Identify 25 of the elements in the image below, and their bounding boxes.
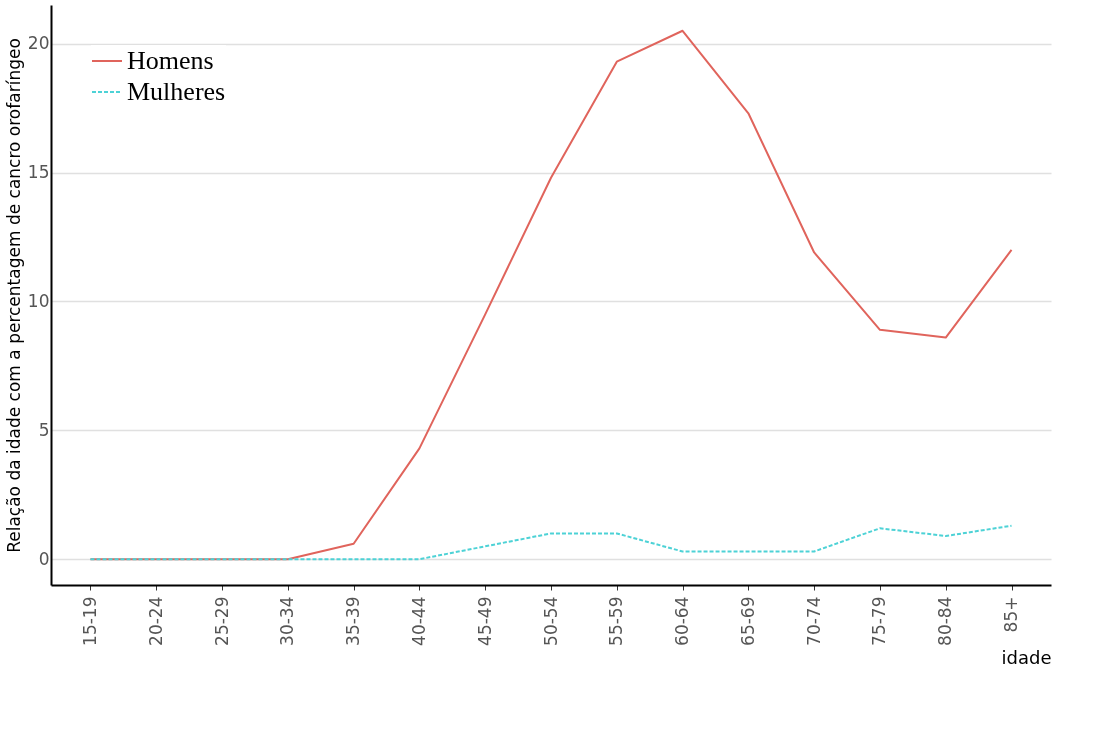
legend-label: Mulheres [127,77,226,106]
y-axis-title: Relação da idade com a percentagem de cancro orofaríngeo [3,38,24,553]
x-tick-label: 50-54 [540,596,561,646]
x-tick-label: 15-19 [79,596,100,646]
x-tick-label: 85+ [1001,596,1022,633]
x-axis-title: idade [1001,646,1052,668]
x-tick-label: 60-64 [672,596,693,646]
x-tick-label: 75-79 [869,596,890,646]
x-tick-label: 70-74 [803,596,824,646]
x-tick-label: 55-59 [606,596,627,646]
y-tick-label: 5 [38,419,50,440]
x-tick-label: 80-84 [935,596,956,646]
x-tick-label: 65-69 [737,596,758,646]
x-tick-label: 30-34 [277,596,298,646]
x-tick-label: 25-29 [211,596,232,646]
y-tick-label: 20 [27,33,50,54]
x-tick-label: 45-49 [474,596,495,646]
x-tick-label: 40-44 [408,596,429,646]
legend-label: Homens [127,46,214,75]
y-tick-label: 10 [27,290,50,311]
x-tick-label: 20-24 [145,596,166,646]
x-tick-label: 35-39 [343,596,364,646]
y-tick-label: 0 [38,548,50,569]
y-tick-label: 15 [27,162,50,183]
line-series [89,524,1013,561]
